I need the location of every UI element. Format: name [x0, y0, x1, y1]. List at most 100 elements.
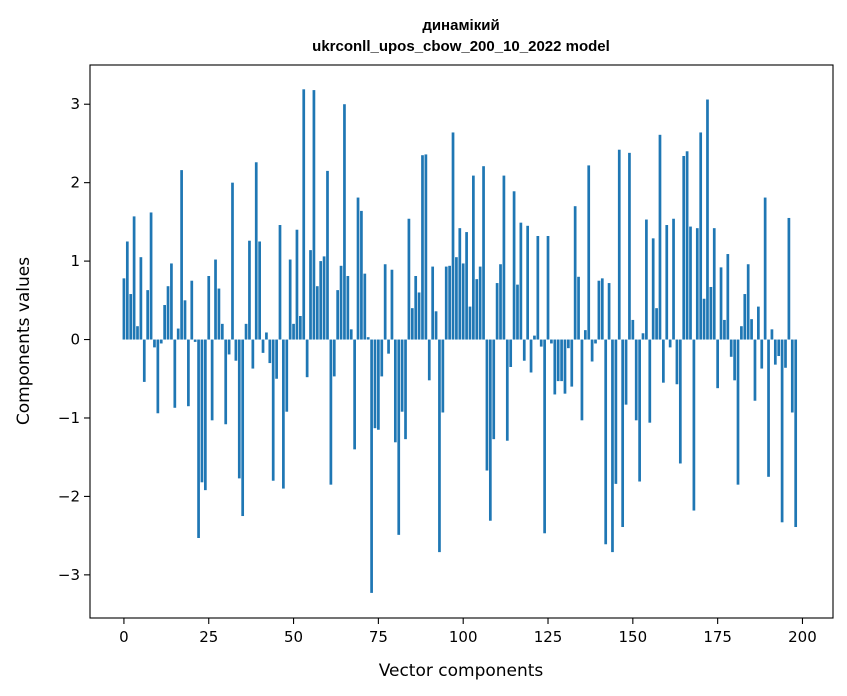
bar-176: [719, 267, 723, 340]
bar-145: [614, 339, 618, 484]
bar-187: [757, 306, 760, 340]
bar-12: [163, 305, 166, 340]
y-tick-label: 0: [70, 331, 80, 349]
bar-174: [712, 228, 716, 340]
x-tick-label: 150: [619, 628, 648, 646]
bar-106: [482, 166, 485, 340]
bar-135: [580, 339, 584, 421]
bar-186: [753, 339, 757, 401]
bar-60: [326, 170, 329, 340]
bar-65: [343, 104, 346, 340]
bar-181: [736, 339, 740, 485]
bar-171: [702, 298, 706, 340]
bar-6: [142, 339, 146, 382]
bar-151: [634, 339, 638, 421]
bars-group: [122, 89, 798, 593]
y-tick-label: −3: [58, 566, 80, 584]
bar-47: [282, 339, 285, 489]
bar-118: [522, 339, 526, 361]
bar-42: [265, 332, 268, 340]
bar-173: [709, 286, 713, 340]
bar-193: [777, 339, 781, 357]
bar-23: [200, 339, 204, 483]
bar-98: [455, 257, 458, 340]
bar-85: [410, 308, 414, 340]
bar-54: [305, 339, 309, 378]
bar-37: [248, 240, 251, 340]
bar-86: [414, 276, 418, 340]
bar-120: [529, 339, 533, 373]
bar-102: [468, 306, 472, 340]
bar-88: [421, 155, 424, 340]
bar-191: [770, 329, 774, 340]
bar-139: [594, 339, 597, 344]
bar-43: [268, 339, 272, 364]
bar-29: [220, 323, 224, 340]
bar-134: [577, 276, 580, 340]
bar-8: [149, 212, 153, 340]
bar-0: [122, 278, 126, 340]
x-axis-label: Vector components: [379, 661, 544, 681]
bar-71: [363, 273, 367, 340]
bar-57: [315, 286, 319, 340]
bar-108: [488, 339, 492, 521]
bar-18: [183, 300, 187, 340]
bar-49: [288, 259, 292, 340]
bar-177: [723, 319, 726, 340]
bar-166: [685, 151, 689, 340]
bar-30: [224, 339, 228, 425]
bar-13: [166, 286, 170, 340]
bar-17: [180, 170, 183, 340]
bar-185: [750, 319, 753, 340]
bar-119: [526, 225, 530, 340]
bar-170: [699, 132, 703, 340]
bar-155: [648, 339, 652, 423]
bar-104: [475, 279, 479, 340]
bar-167: [689, 226, 692, 340]
bar-142: [604, 339, 608, 545]
bar-7: [146, 290, 150, 340]
bar-113: [505, 339, 509, 441]
bar-175: [716, 339, 720, 389]
bar-105: [478, 266, 482, 340]
bar-28: [217, 288, 221, 340]
bar-133: [573, 206, 577, 340]
bar-89: [424, 154, 428, 340]
y-tick-label: −1: [58, 409, 80, 427]
bar-161: [668, 339, 672, 348]
bar-90: [427, 339, 431, 381]
bar-111: [499, 264, 502, 340]
bar-147: [621, 339, 625, 528]
bar-91: [431, 266, 435, 340]
bar-83: [404, 339, 407, 440]
bar-189: [763, 197, 767, 340]
bar-130: [563, 339, 567, 394]
bar-137: [587, 165, 591, 340]
bar-55: [309, 250, 312, 340]
y-tick-label: 1: [70, 252, 80, 270]
bar-196: [787, 217, 791, 340]
bar-183: [743, 294, 747, 340]
bar-27: [214, 259, 217, 340]
bar-58: [319, 261, 323, 340]
bar-66: [346, 276, 350, 340]
bar-61: [329, 339, 333, 485]
bar-9: [153, 339, 156, 348]
bar-180: [733, 339, 736, 381]
bar-70: [360, 210, 363, 340]
x-tick-label: 175: [703, 628, 732, 646]
bar-109: [492, 339, 496, 440]
x-tick-label: 0: [119, 628, 129, 646]
bar-78: [387, 339, 390, 354]
bar-128: [556, 339, 560, 382]
bar-63: [336, 290, 340, 340]
bar-74: [373, 339, 377, 429]
bar-95: [444, 266, 448, 340]
bar-46: [278, 225, 282, 340]
bar-178: [726, 254, 730, 340]
bar-41: [261, 339, 265, 353]
bar-87: [417, 292, 421, 340]
bar-4: [136, 326, 139, 340]
bar-26: [210, 339, 214, 421]
bar-51: [295, 229, 299, 340]
